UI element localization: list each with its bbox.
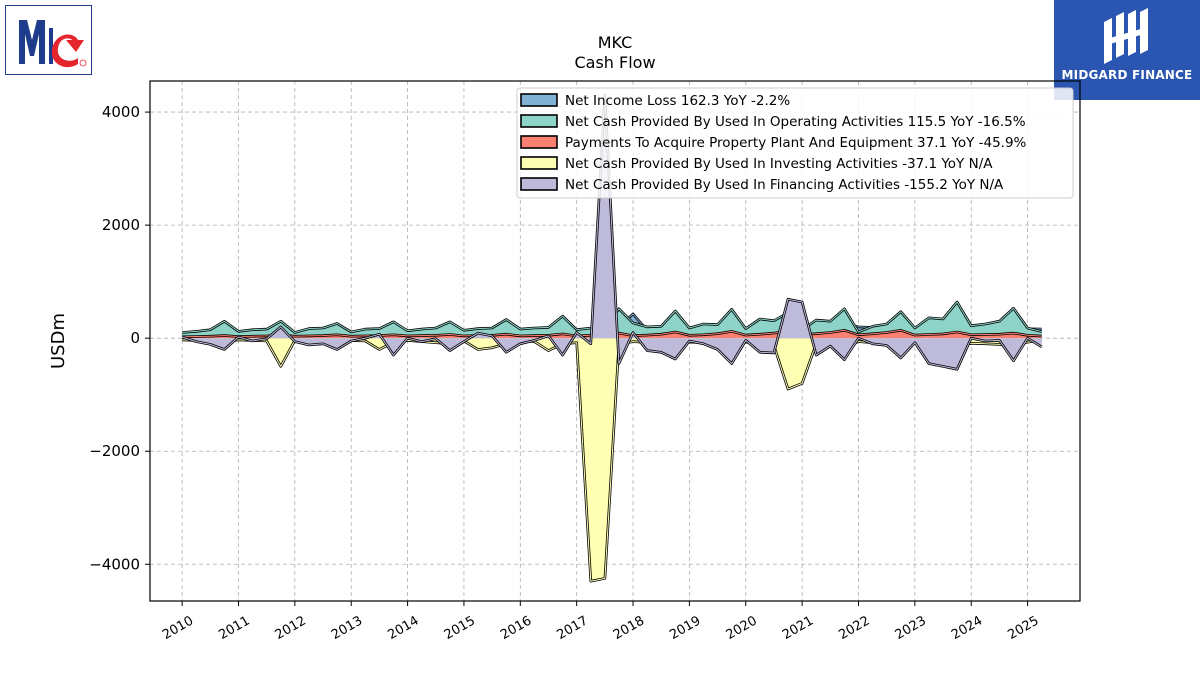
legend: Net Income Loss 162.3 YoY -2.2% Net Cash … <box>516 87 1074 199</box>
mccormick-logo <box>5 5 92 75</box>
legend-swatch-4 <box>520 156 558 170</box>
x-tick-label: 2021 <box>780 613 816 643</box>
x-tick-label: 2016 <box>498 613 534 643</box>
x-tick-label: 2019 <box>667 613 703 643</box>
legend-label-2: Net Cash Provided By Used In Operating A… <box>565 114 1026 130</box>
legend-label-1: Net Income Loss 162.3 YoY -2.2% <box>565 93 790 109</box>
y-tick-label: 4000 <box>102 103 140 121</box>
plot-frame <box>149 80 1081 602</box>
midgard-brand-text: MIDGARD FINANCE <box>1061 68 1193 82</box>
legend-label-4: Net Cash Provided By Used In Investing A… <box>565 156 993 172</box>
x-tick-label: 2025 <box>1005 613 1041 643</box>
chart-title: MKC <box>598 33 633 52</box>
x-axis-ticks: 2010 2011 2012 2013 2014 2015 2016 2017 2018 2019… <box>160 601 1042 643</box>
x-tick-label: 2018 <box>611 613 647 643</box>
midgard-finance-logo: MIDGARD FINANCE <box>1054 0 1200 100</box>
legend-swatch-1 <box>520 93 558 107</box>
y-tick-label: −2000 <box>89 442 140 460</box>
legend-swatch-5 <box>520 177 558 191</box>
y-axis-ticks: −4000 −2000 0 2000 4000 <box>89 103 150 573</box>
legend-swatch-3 <box>520 135 558 149</box>
legend-label-3: Payments To Acquire Property Plant And E… <box>565 135 1027 151</box>
midgard-logo-mark <box>1104 8 1148 64</box>
x-tick-label: 2023 <box>893 613 929 643</box>
x-tick-label: 2020 <box>724 613 760 643</box>
legend-box <box>516 87 1074 199</box>
legend-label-5: Net Cash Provided By Used In Financing A… <box>565 177 1004 193</box>
x-tick-label: 2011 <box>216 613 252 643</box>
x-tick-label: 2013 <box>329 613 365 643</box>
x-tick-label: 2015 <box>442 613 478 643</box>
chart-subtitle: Cash Flow <box>574 53 655 72</box>
mc-logo-mark <box>19 20 87 68</box>
y-axis-label: USDm <box>48 313 69 369</box>
x-tick-label: 2012 <box>273 613 309 643</box>
y-tick-label: 0 <box>130 329 140 347</box>
x-tick-label: 2022 <box>836 613 872 643</box>
y-tick-label: 2000 <box>102 216 140 234</box>
x-tick-label: 2017 <box>555 613 591 643</box>
legend-swatch-2 <box>520 114 558 128</box>
series-line-5 <box>181 94 1042 370</box>
y-tick-label: −4000 <box>89 555 140 573</box>
x-tick-label: 2010 <box>160 613 196 643</box>
series-layer <box>181 93 1043 583</box>
x-tick-label: 2014 <box>385 613 421 643</box>
x-tick-label: 2024 <box>949 613 985 643</box>
